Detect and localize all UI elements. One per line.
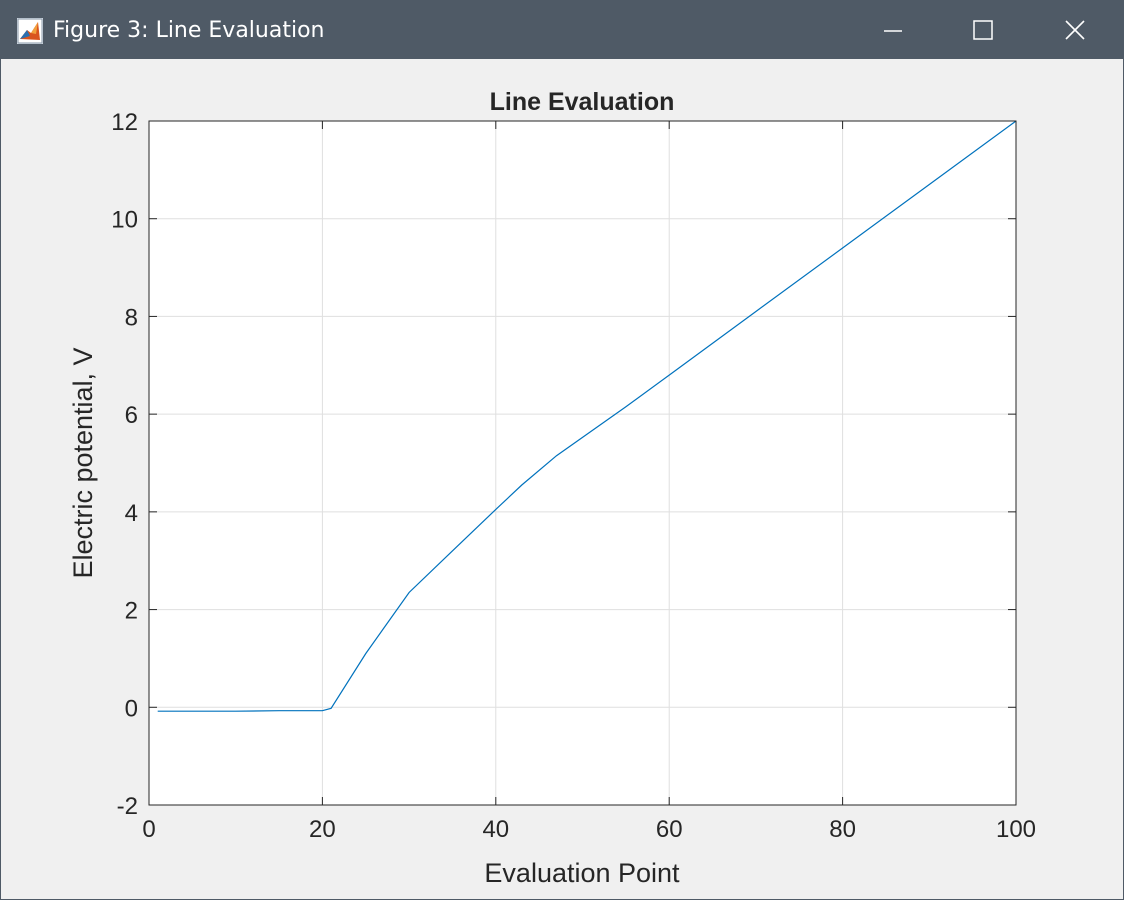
title-bar[interactable]: Figure 3: Line Evaluation (1, 1, 1123, 59)
series-line (157, 120, 1017, 712)
maximize-button[interactable] (939, 1, 1031, 59)
x-tick-label: 80 (829, 816, 856, 843)
y-tick-label: 6 (125, 402, 138, 429)
tick-marks (148, 120, 1017, 806)
window-title: Figure 3: Line Evaluation (53, 18, 325, 43)
minimize-icon (884, 30, 902, 32)
x-tick-label: 0 (142, 816, 155, 843)
data-series (157, 120, 1017, 712)
chart-title: Line Evaluation (490, 88, 675, 116)
figure-canvas: 0 20 40 60 80 100 -2 0 2 4 6 8 10 12 Line Evaluation… (1, 59, 1123, 899)
y-tick-label: 4 (125, 500, 138, 527)
minimize-button[interactable] (847, 1, 939, 59)
y-tick-label: 0 (125, 695, 138, 722)
y-tick-label: 2 (125, 598, 138, 625)
x-tick-label: 100 (996, 816, 1036, 843)
matlab-figure-icon (17, 18, 43, 44)
y-axis-label: Electric potential, V (68, 347, 98, 578)
x-tick-label: 40 (482, 816, 509, 843)
close-button[interactable] (1031, 1, 1123, 59)
y-tick-labels: -2 0 2 4 6 8 10 12 (111, 109, 138, 820)
close-icon (1065, 20, 1085, 40)
y-tick-label: 8 (125, 304, 138, 331)
x-tick-label: 20 (309, 816, 336, 843)
y-tick-label: -2 (117, 793, 138, 820)
axes-box (148, 120, 1017, 806)
y-tick-label: 10 (111, 207, 138, 234)
y-tick-label: 12 (111, 109, 138, 136)
x-tick-label: 60 (656, 816, 683, 843)
axes-background (149, 121, 1016, 805)
x-tick-labels: 0 20 40 60 80 100 (142, 816, 1036, 843)
maximize-icon (973, 20, 993, 40)
x-axis-label: Evaluation Point (484, 858, 680, 888)
